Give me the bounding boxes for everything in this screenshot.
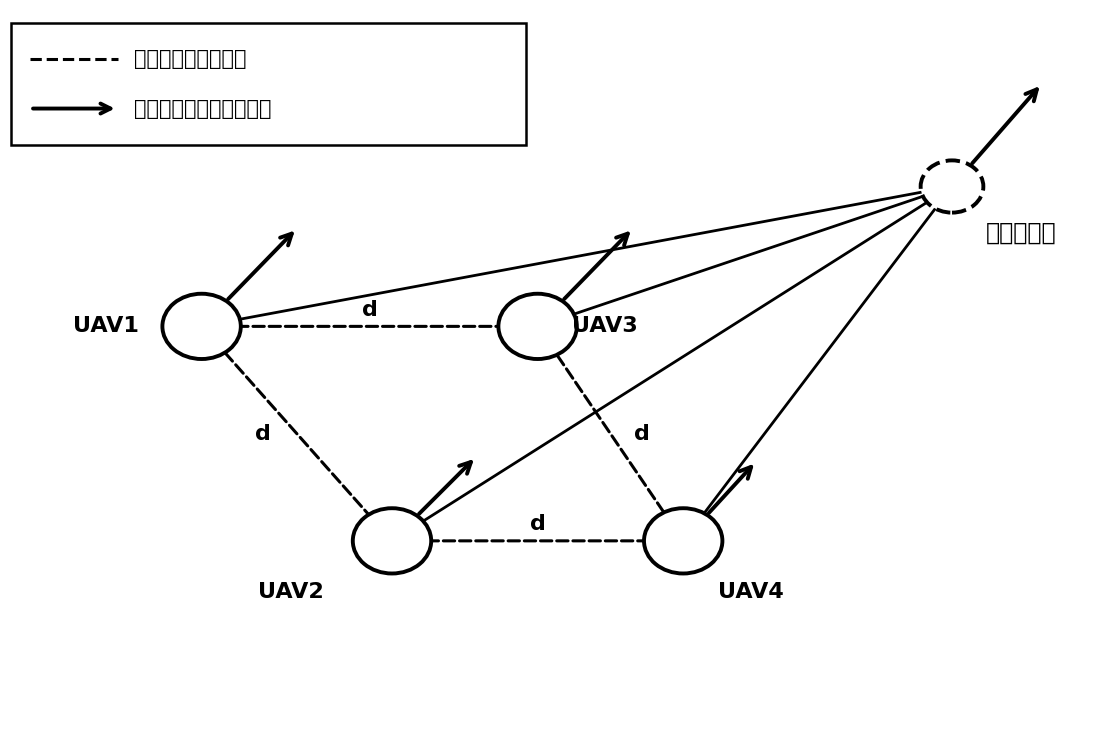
Circle shape <box>162 294 241 359</box>
Text: d: d <box>634 424 650 444</box>
Text: UAV1: UAV1 <box>74 316 139 336</box>
Circle shape <box>644 508 722 574</box>
Circle shape <box>353 508 431 574</box>
Circle shape <box>921 160 983 213</box>
Text: UAV3: UAV3 <box>572 316 637 336</box>
FancyBboxPatch shape <box>11 23 526 145</box>
Text: 无人机间的通信连接: 无人机间的通信连接 <box>134 49 246 69</box>
Text: 无人机的速度大小和方向: 无人机的速度大小和方向 <box>134 98 272 119</box>
Text: UAV2: UAV2 <box>259 582 324 602</box>
Text: d: d <box>362 300 377 319</box>
Circle shape <box>498 294 577 359</box>
Text: 虚拟领导者: 虚拟领导者 <box>986 221 1056 245</box>
Text: d: d <box>530 514 545 534</box>
Text: UAV4: UAV4 <box>718 582 783 602</box>
Text: d: d <box>255 424 271 444</box>
